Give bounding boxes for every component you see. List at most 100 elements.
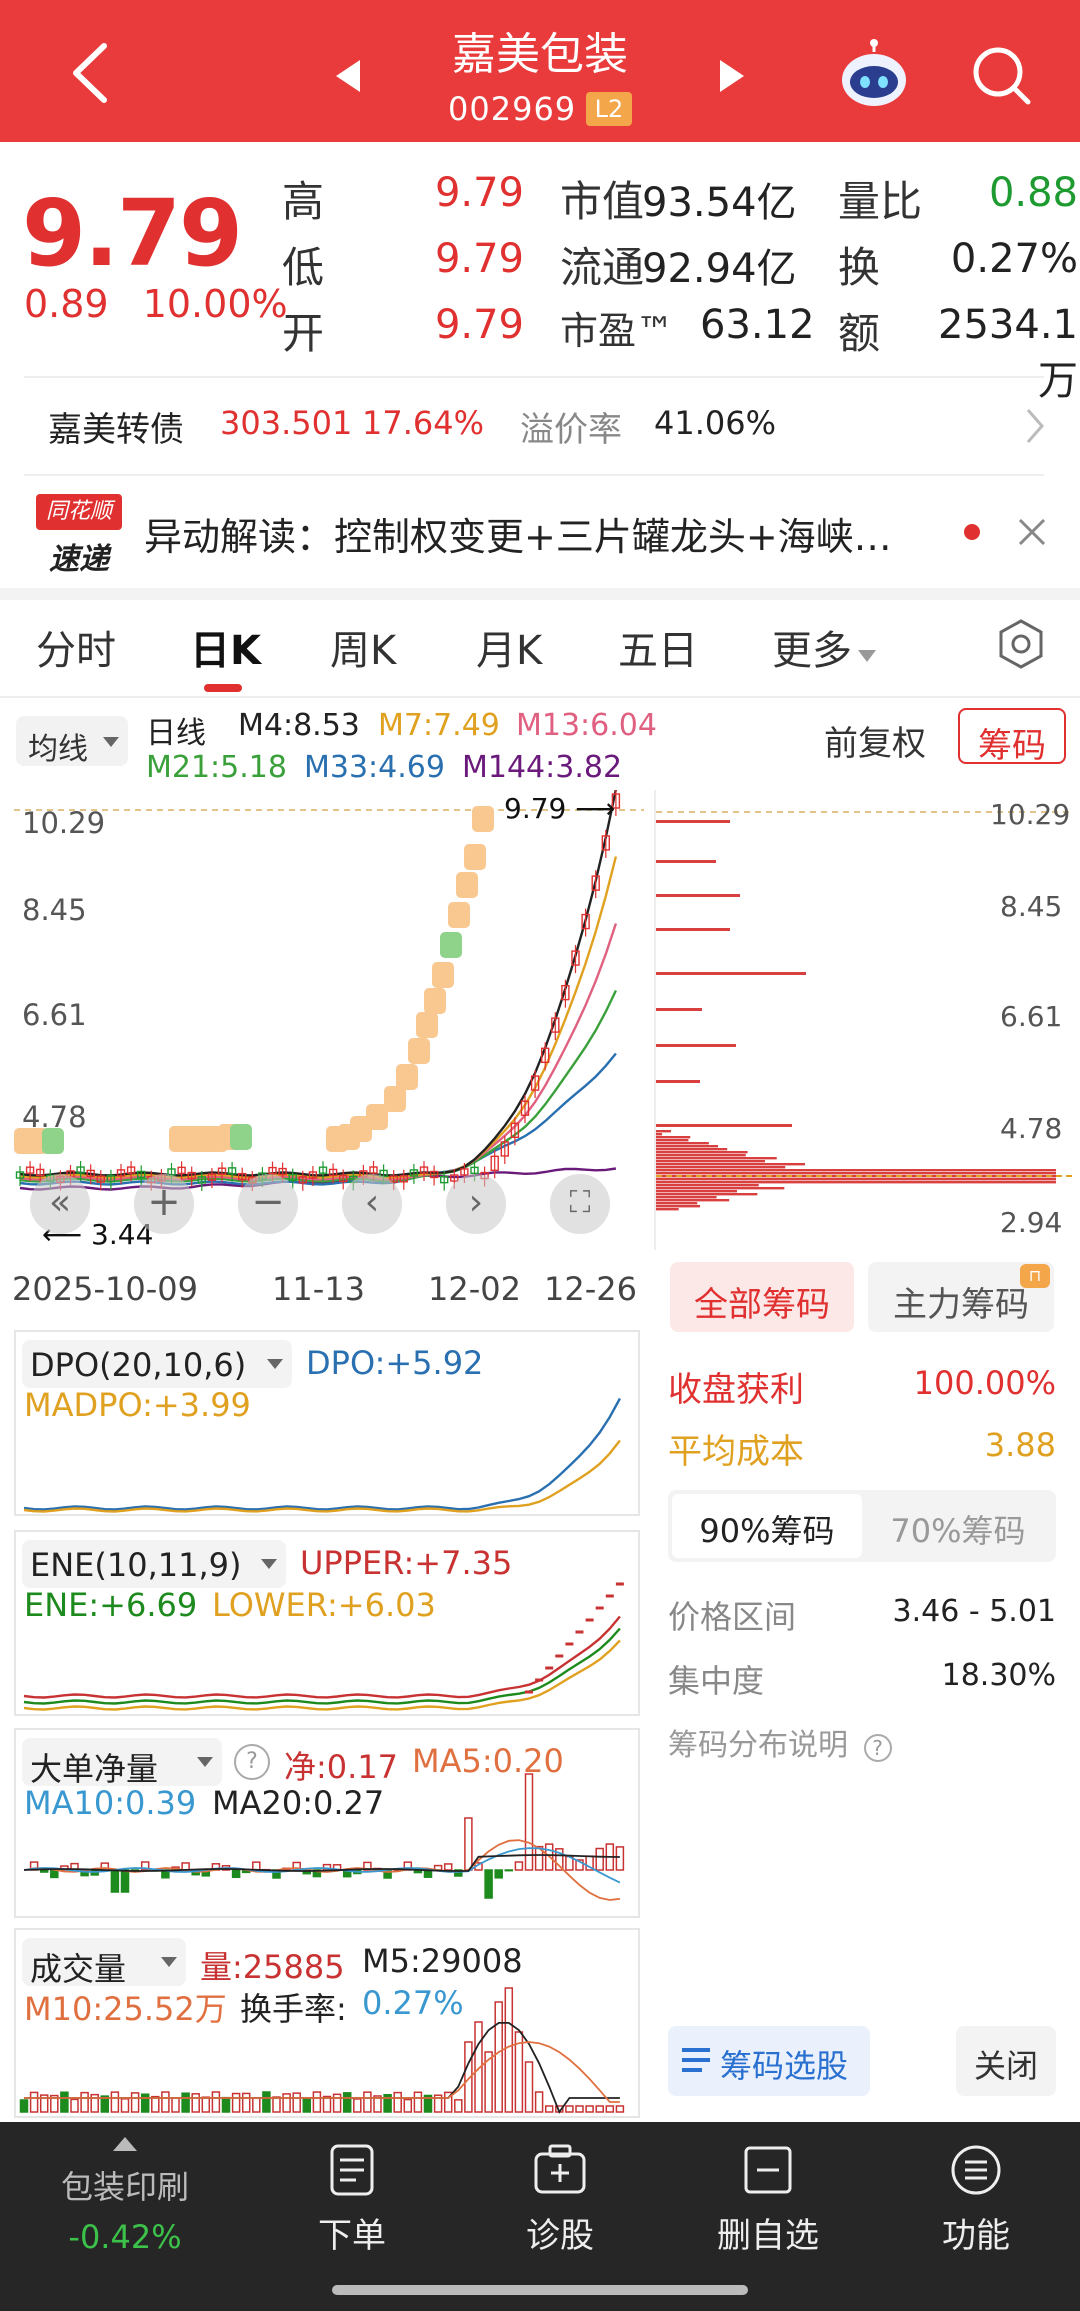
volume-selector[interactable]: 成交量 (22, 1938, 186, 1988)
open-label: 开 (282, 309, 325, 358)
tab-70-percent[interactable]: 70%筹码 (864, 1494, 1052, 1558)
chips-explain-link[interactable]: 筹码分布说明 ? (668, 1720, 892, 1764)
volume-bar (484, 2051, 493, 2113)
volume-bar (312, 2091, 322, 2113)
ene-selector[interactable]: ENE(10,11,9) (22, 1540, 286, 1588)
candle-body (25, 1166, 35, 1174)
fullscreen-button[interactable]: ⛶ (550, 1174, 610, 1234)
back-button[interactable] (60, 38, 120, 108)
help-icon[interactable]: ? (234, 1744, 270, 1780)
tab-weekly-k[interactable]: 周K (330, 628, 397, 674)
volume-bar (474, 2021, 483, 2113)
assistant-button[interactable] (836, 38, 912, 110)
tab-90-percent[interactable]: 90%筹码 (672, 1494, 862, 1558)
dpo-selector[interactable]: DPO(20,10,6) (22, 1340, 292, 1388)
volume-bar (140, 2093, 150, 2113)
big-order-bar (534, 1845, 544, 1871)
nav-remove-watchlist[interactable]: 删自选 (688, 2142, 848, 2257)
volume-bar (353, 2098, 362, 2113)
candle-body (268, 1166, 277, 1175)
bond-name: 嘉美转债 (48, 410, 184, 450)
news-row[interactable]: 同花顺 速递 异动解读：控制权变更+三片罐龙头+海峡… (0, 476, 1080, 588)
sequence-marker (464, 844, 486, 870)
chip-bar (656, 1184, 759, 1187)
price-change: 0.89 10.00% (24, 282, 288, 326)
premium-value: 41.06% (654, 404, 777, 442)
next-stock-button[interactable] (716, 56, 750, 96)
avg-cost-value: 3.88 (984, 1426, 1056, 1464)
close-news-button[interactable] (1014, 514, 1050, 550)
chevron-left-icon: ‹ (364, 1182, 380, 1223)
chip-bar (656, 1193, 758, 1196)
volume-m5-value: M5:29008 (362, 1942, 523, 1980)
ma-legend-m33: M33:4.69 (304, 750, 445, 785)
sequence-marker (366, 1104, 388, 1130)
double-chevron-left-icon: « (48, 1182, 72, 1223)
active-tab-indicator (204, 684, 242, 692)
triangle-up-icon (113, 2137, 137, 2151)
home-indicator[interactable] (332, 2285, 748, 2295)
chip-bar (656, 972, 806, 975)
volume-bar (615, 2105, 625, 2113)
robot-assistant-icon (842, 39, 906, 106)
chips-toggle-button[interactable]: 筹码 (958, 708, 1066, 766)
kline-panel (14, 790, 644, 1240)
chips-tab-all[interactable]: 全部筹码 (670, 1262, 854, 1332)
prev-stock-button[interactable] (330, 56, 364, 96)
volume-name: 成交量 (30, 1950, 127, 1988)
dpo-value: DPO:+5.92 (306, 1344, 484, 1382)
kline-chart[interactable] (14, 790, 644, 1240)
chips-stock-select-button[interactable]: 筹码选股 (668, 2026, 870, 2096)
change-percent: 10.00% (142, 282, 288, 326)
nav-order[interactable]: 下单 (272, 2142, 432, 2257)
volume-bar (514, 2031, 524, 2113)
chip-bar (656, 1208, 679, 1211)
zoom-out-button[interactable]: − (238, 1174, 298, 1234)
candle-body (601, 835, 610, 851)
news-text: 异动解读：控制权变更+三片罐龙头+海峡… (144, 515, 892, 559)
chart-settings-button[interactable] (996, 618, 1046, 670)
chip-bar (656, 1080, 700, 1083)
chip-bar (656, 1163, 806, 1166)
move-right-button[interactable]: › (446, 1174, 506, 1234)
tab-monthly-k[interactable]: 月K (476, 628, 543, 674)
volume-m10-line (24, 2041, 620, 2103)
chips-tab-main[interactable]: 主力筹码 ⊓ (868, 1262, 1054, 1332)
triangle-left-icon (336, 60, 360, 92)
tab-intraday[interactable]: 分时 (36, 628, 116, 674)
volume-bar (181, 2092, 190, 2113)
chip-distribution-chart (656, 811, 1072, 1211)
caret-down-icon (197, 1757, 213, 1767)
zoom-in-button[interactable]: + (134, 1174, 194, 1234)
scroll-start-button[interactable]: « (30, 1174, 90, 1234)
volume-bar (595, 2105, 604, 2113)
sector-button[interactable]: 包装印刷 -0.42% (20, 2128, 230, 2298)
tab-more[interactable]: 更多 (772, 618, 878, 676)
move-left-button[interactable]: ‹ (342, 1174, 402, 1234)
ma-type-selector[interactable]: 均线 (16, 716, 128, 767)
candle-body (591, 875, 600, 891)
chip-bar (656, 1008, 702, 1011)
bond-price: 303.501 (220, 404, 353, 442)
nav-functions[interactable]: 功能 (896, 2142, 1056, 2257)
y-axis-tick: 10.29 (22, 806, 106, 840)
search-button[interactable] (966, 40, 1036, 110)
bond-change: 17.64% (362, 404, 485, 442)
market-cap-value: 93.54亿 (642, 180, 797, 226)
volume-bar (191, 2093, 200, 2113)
chip-y-tick: 8.45 (1000, 890, 1063, 923)
adjust-mode-button[interactable]: 前复权 (824, 724, 926, 764)
tab-daily-k[interactable]: 日K (190, 628, 261, 674)
arrow-right-icon: ⟶ (566, 792, 616, 825)
big-order-selector[interactable]: 大单净量 (22, 1738, 222, 1788)
volume-bar (383, 2094, 392, 2113)
x-axis-date: 11-13 (272, 1270, 365, 1308)
chips-close-button[interactable]: 关闭 (956, 2026, 1056, 2096)
convertible-bond-row[interactable]: 嘉美转债 303.501 17.64% 溢价率 41.06% (0, 378, 1080, 474)
nav-diagnose[interactable]: 诊股 (480, 2142, 640, 2257)
back-arrow-icon (73, 43, 107, 103)
divider (0, 696, 1080, 698)
sector-change: -0.42% (68, 2218, 182, 2256)
tab-five-day[interactable]: 五日 (618, 628, 698, 674)
volume-bar (544, 2105, 554, 2113)
